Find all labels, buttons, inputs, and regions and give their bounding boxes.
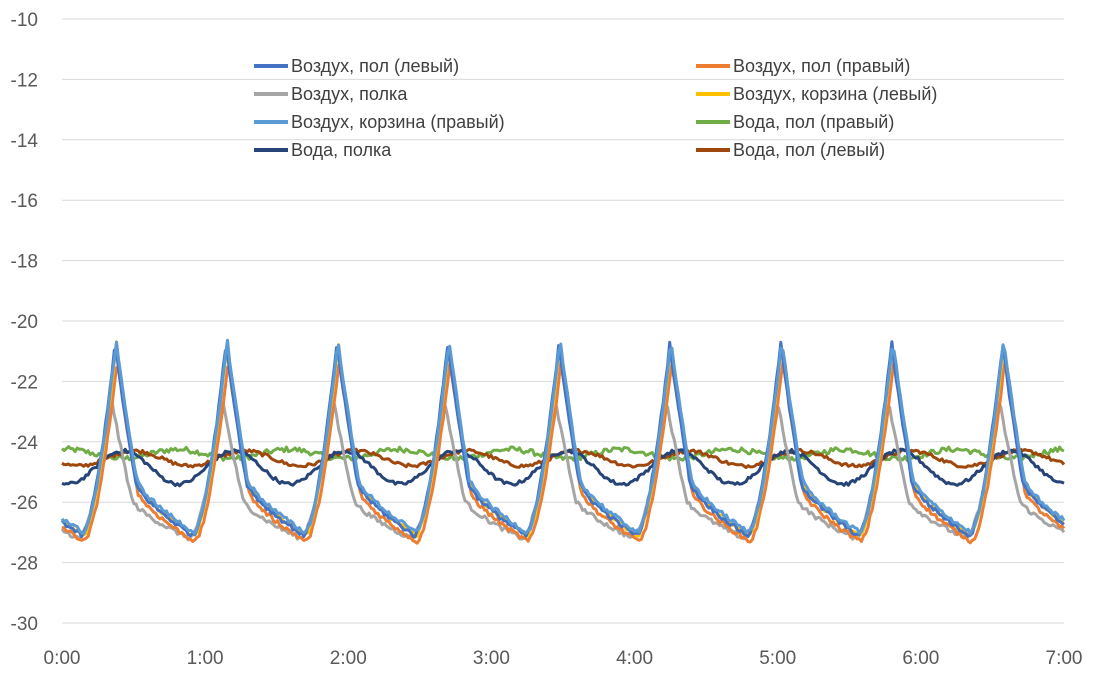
x-axis-ticks: 0:00 1:00 2:00 3:00 4:00 5:00 6:00 7:00	[44, 648, 1083, 669]
legend-label: Воздух, корзина (правый)	[291, 112, 505, 132]
y-tick-label: -28	[11, 554, 38, 575]
x-tick-label: 5:00	[759, 648, 796, 669]
legend-label: Вода, пол (левый)	[733, 140, 885, 160]
x-tick-label: 2:00	[330, 648, 367, 669]
x-tick-label: 1:00	[187, 648, 224, 669]
x-tick-label: 7:00	[1046, 648, 1083, 669]
y-tick-label: -26	[11, 493, 38, 514]
y-tick-label: -30	[11, 614, 38, 635]
legend: Воздух, пол (левый) Воздух, пол (правый) В…	[254, 56, 937, 160]
series-line	[60, 400, 1066, 542]
x-tick-label: 0:00	[44, 648, 81, 669]
legend-label: Воздух, полка	[291, 84, 408, 104]
y-tick-label: -14	[11, 131, 39, 152]
series-line	[61, 445, 1065, 463]
legend-label: Воздух, корзина (левый)	[733, 84, 937, 104]
y-tick-label: -22	[11, 372, 38, 393]
y-tick-label: -12	[11, 70, 38, 91]
series-line	[60, 338, 1066, 536]
x-tick-label: 3:00	[473, 648, 510, 669]
legend-label: Воздух, пол (левый)	[291, 56, 459, 76]
legend-label: Вода, пол (правый)	[733, 112, 894, 132]
y-tick-label: -10	[11, 10, 38, 31]
x-tick-label: 6:00	[902, 648, 939, 669]
y-axis-ticks: -10 -12 -14 -16 -18 -20 -22 -24 -26 -28 -30	[11, 10, 39, 635]
series-lines	[60, 338, 1066, 545]
y-tick-label: -20	[11, 312, 38, 333]
x-tick-label: 4:00	[616, 648, 653, 669]
y-tick-label: -18	[11, 252, 38, 273]
legend-label: Воздух, пол (правый)	[733, 56, 910, 76]
legend-label: Вода, полка	[291, 140, 392, 160]
y-tick-label: -16	[11, 191, 38, 212]
y-tick-label: -24	[11, 433, 39, 454]
gridlines	[62, 18, 1064, 624]
